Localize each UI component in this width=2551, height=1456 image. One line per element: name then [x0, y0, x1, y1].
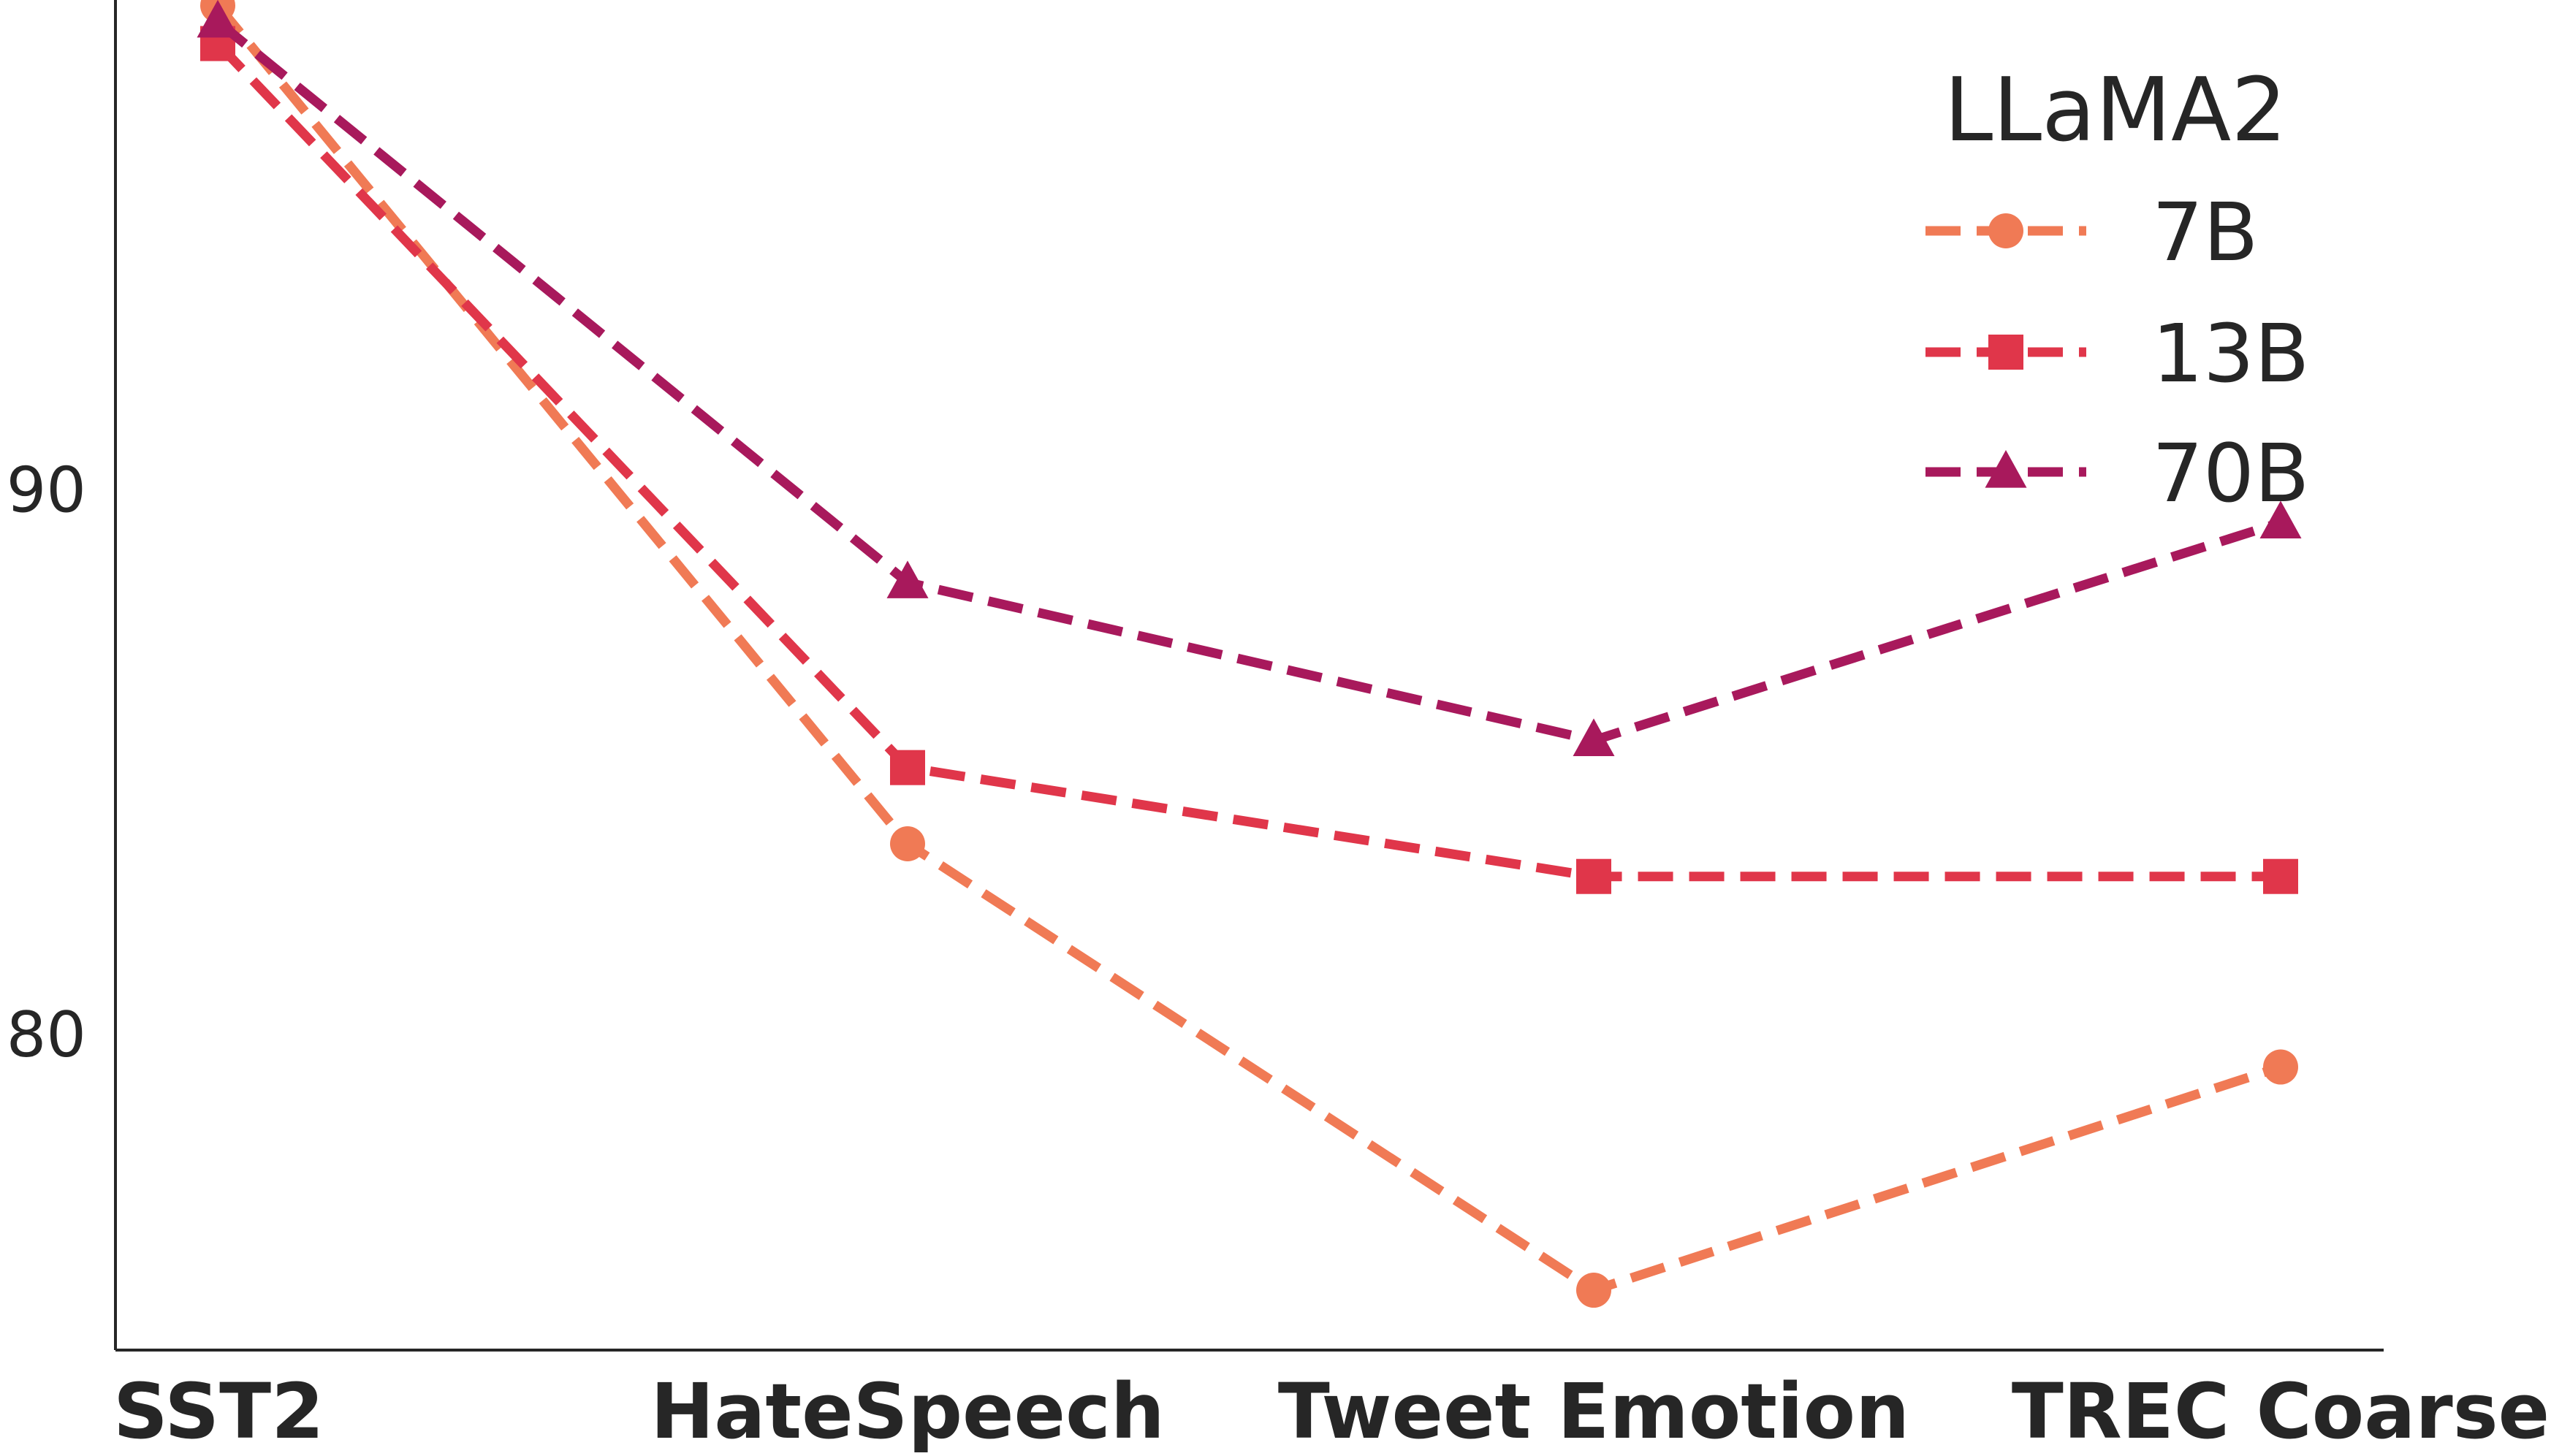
- data-point: [1576, 858, 1611, 894]
- data-point: [2263, 1049, 2298, 1085]
- x-tick-label: TREC Coarse: [2012, 1367, 2550, 1452]
- data-point: [2263, 858, 2298, 894]
- data-point: [890, 750, 925, 785]
- legend-item-13b: 13B: [1925, 307, 2309, 400]
- y-tick-label: 90: [7, 454, 86, 527]
- x-tick-label: SST2: [113, 1367, 324, 1452]
- legend-marker: [1988, 213, 2023, 248]
- data-point: [197, 0, 239, 38]
- legend-item-70b: 70B: [1925, 427, 2309, 520]
- data-point: [1573, 718, 1615, 757]
- legend-label: 13B: [2152, 307, 2309, 400]
- data-point: [890, 826, 925, 861]
- x-tick-label: HateSpeech: [650, 1367, 1165, 1452]
- series-70b: [197, 0, 2302, 757]
- series-layer: [197, 0, 2302, 1308]
- series-line: [214, 40, 2281, 882]
- series-line: [213, 2, 2283, 1295]
- data-point: [2259, 500, 2302, 538]
- y-tick-label: 80: [7, 999, 86, 1072]
- legend-marker: [1988, 335, 2023, 370]
- legend: LLaMA2 7B 13B 70B: [1925, 60, 2309, 520]
- legend-marker: [1985, 450, 2027, 488]
- x-tick-label: Tweet Emotion: [1278, 1367, 1909, 1452]
- series-line: [214, 18, 2282, 745]
- axes: 80 90 SST2 HateSpeech Tweet Emotion TREC Coar…: [7, 0, 2550, 1456]
- data-point: [1576, 1273, 1611, 1308]
- legend-label: 70B: [2152, 427, 2309, 520]
- legend-title: LLaMA2: [1944, 60, 2286, 161]
- legend-label: 7B: [2152, 186, 2258, 279]
- legend-item-7b: 7B: [1925, 186, 2258, 279]
- data-point: [886, 560, 929, 598]
- series-7b: [200, 0, 2298, 1308]
